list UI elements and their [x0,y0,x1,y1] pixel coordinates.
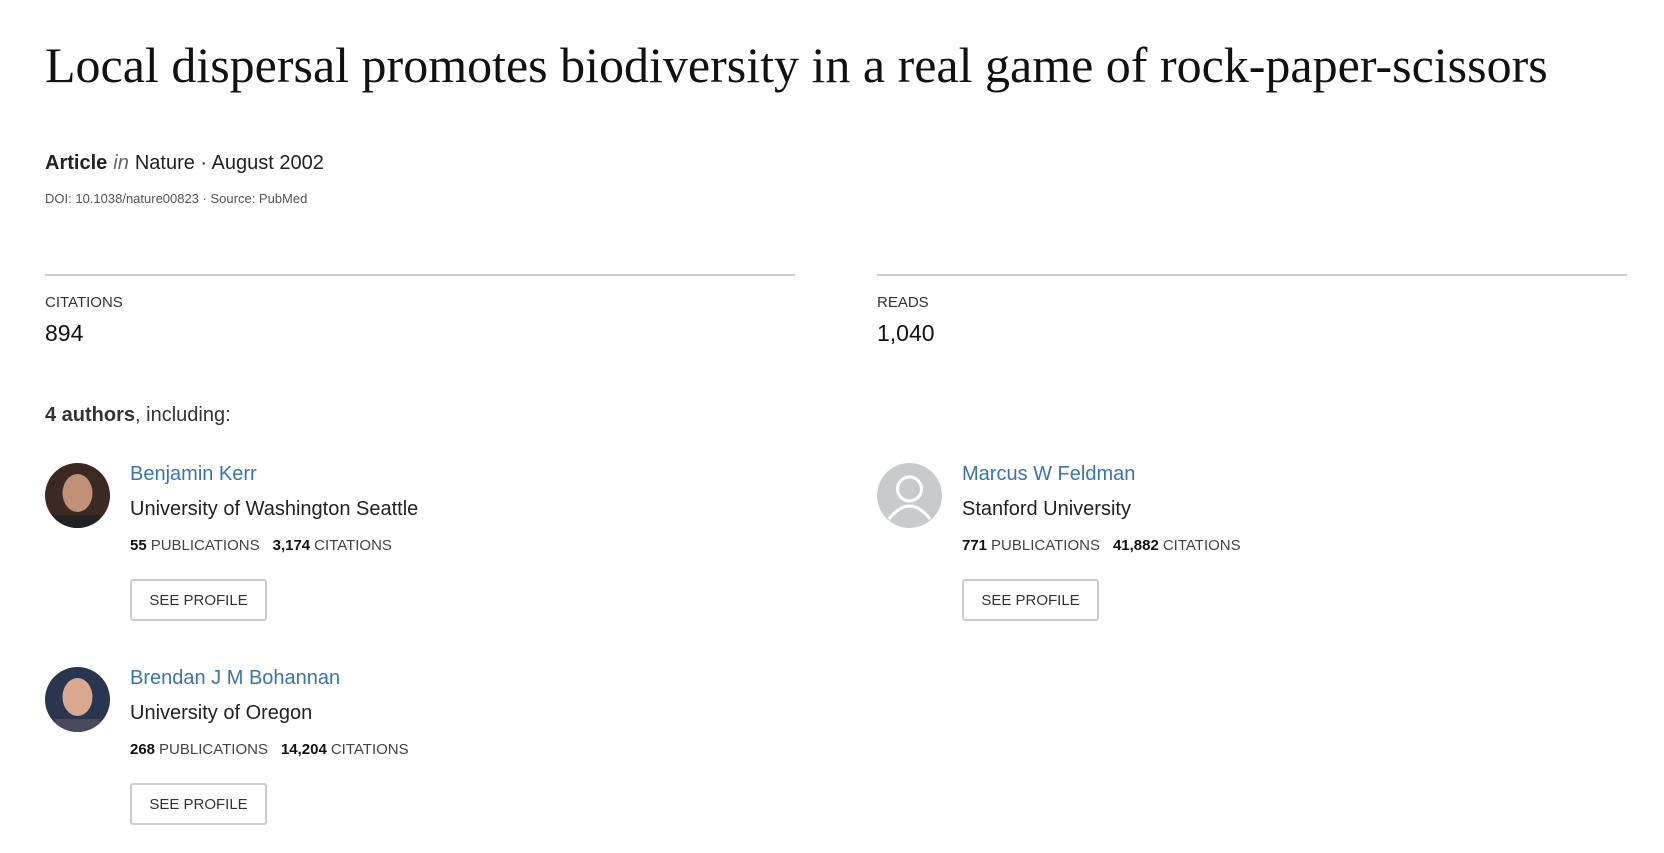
meta: Article in Nature · August 2002 [45,152,324,175]
stat-value: 894 [45,320,84,346]
avatar [45,463,110,528]
citations-count: 3,174 [272,537,311,554]
stat-label: CITATIONS [45,294,123,311]
author-name[interactable]: Brendan J M Bohannan [130,667,341,689]
in: in [113,152,129,174]
see-profile-button[interactable]: SEE PROFILE [962,579,1099,621]
divider [877,274,1627,276]
publications-count: 55 [130,537,147,554]
author-stats: 771 PUBLICATIONS 41,882 CITATIONS [962,537,1241,554]
see-profile-button[interactable]: SEE PROFILE [130,783,267,825]
author-name[interactable]: Benjamin Kerr [130,463,257,485]
affiliation: University of Washington Seattle [130,498,419,520]
doi: DOI: 10.1038/nature00823 · Source: PubMe… [45,191,308,206]
affiliation: Stanford University [962,498,1131,520]
stat-label: READS [877,294,929,311]
citations-count: 41,882 [1112,537,1159,554]
citations-label: CITATIONS [1162,537,1241,554]
authors-heading: 4 authors, including: [45,404,231,427]
stat-value: 1,040 [877,320,935,346]
authors-count: 4 authors [45,404,136,426]
avatar [45,667,110,732]
author-stats: 268 PUBLICATIONS 14,204 CITATIONS [130,741,409,758]
title: Local dispersal promotes biodiversity in… [45,37,1548,93]
type: Article [45,152,108,174]
affiliation: University of Oregon [130,702,313,724]
citations-label: CITATIONS [330,741,409,758]
publications-label: PUBLICATIONS [159,741,268,758]
avatar [877,463,942,528]
publications-label: PUBLICATIONS [150,537,260,554]
publications-count: 268 [130,741,156,758]
citations-count: 14,204 [280,741,327,758]
authors-rest: , including: [135,404,231,426]
author-stats: 55 PUBLICATIONS 3,174 CITATIONS [130,537,392,554]
divider [45,274,795,276]
journal: Nature · August 2002 [134,152,324,174]
publications-label: PUBLICATIONS [991,537,1100,554]
author-name[interactable]: Marcus W Feldman [962,463,1136,485]
publications-count: 771 [962,537,988,554]
see-profile-button[interactable]: SEE PROFILE [130,579,267,621]
citations-label: CITATIONS [314,537,392,554]
